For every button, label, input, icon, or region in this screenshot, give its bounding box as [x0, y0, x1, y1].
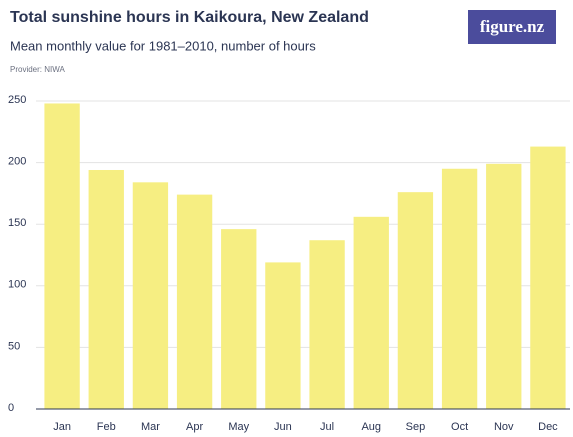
x-tick-label: Oct: [451, 421, 468, 433]
bar: [176, 194, 213, 409]
x-tick-label: Nov: [494, 421, 514, 433]
x-tick-label: Feb: [97, 421, 116, 433]
x-tick-label: Mar: [141, 421, 160, 433]
bar: [221, 229, 257, 409]
y-tick-label: 0: [8, 402, 14, 414]
y-tick-label: 50: [8, 340, 20, 352]
y-tick-label: 100: [8, 279, 26, 291]
bar: [44, 103, 80, 410]
bar: [88, 169, 124, 409]
x-tick-label: Dec: [538, 421, 558, 433]
bar: [132, 182, 169, 409]
x-tick-label: Jul: [320, 421, 334, 433]
bar: [353, 216, 389, 409]
logo: figure.nz: [480, 17, 545, 36]
chart-title: Total sunshine hours in Kaikoura, New Ze…: [10, 9, 369, 26]
x-tick-label: Jan: [53, 421, 71, 433]
x-tick-label: Jun: [274, 421, 292, 433]
bar: [530, 146, 566, 410]
x-tick-label: Apr: [186, 421, 203, 433]
x-tick-label: Aug: [361, 421, 381, 433]
bar: [486, 163, 522, 409]
bar: [397, 192, 434, 409]
bar: [441, 168, 478, 409]
x-tick-label: Sep: [406, 421, 426, 433]
x-tick-label: May: [228, 421, 249, 433]
logo-box: [468, 10, 556, 44]
chart-subtitle: Mean monthly value for 1981–2010, number…: [10, 38, 316, 53]
y-tick-label: 150: [8, 217, 26, 229]
bar: [309, 240, 345, 409]
y-tick-label: 200: [8, 156, 26, 168]
provider: Provider: NIWA: [10, 65, 65, 74]
y-tick-label: 250: [8, 94, 26, 106]
bar: [265, 262, 301, 409]
